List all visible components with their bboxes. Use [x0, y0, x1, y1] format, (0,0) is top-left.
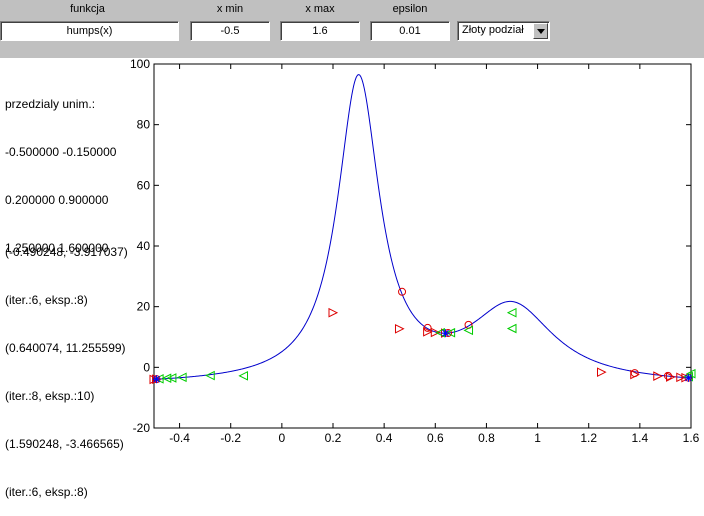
- xmax-label: x max: [305, 3, 335, 15]
- interval-line: -0.500000 -0.150000: [5, 145, 117, 159]
- xmin-input[interactable]: -0.5: [190, 21, 270, 41]
- y-tick-label: 40: [137, 239, 151, 253]
- method-select-value: Złoty podział: [462, 24, 524, 36]
- point-triangle-left-marker: [238, 371, 248, 381]
- result-line: (0.640074, 11.255599): [5, 341, 126, 355]
- point-triangle-right-marker: [430, 327, 441, 338]
- point-triangle-left-marker: [445, 327, 456, 338]
- x-tick-label: 0.2: [325, 431, 342, 445]
- x-tick-label: 0.8: [478, 431, 495, 445]
- x-tick-label: 0.6: [427, 431, 444, 445]
- toolbar: funkcja x min x max epsilon humps(x) -0.…: [0, 0, 704, 58]
- point-triangle-right-marker: [676, 372, 686, 383]
- interval-line: 1.250000 1.600000: [5, 241, 109, 255]
- result-line: (iter.:8, eksp.:10): [5, 389, 95, 403]
- point-triangle-right-marker: [328, 307, 339, 318]
- x-tick-label: 1.4: [632, 431, 649, 445]
- point-triangle-left-marker: [177, 372, 187, 383]
- point-triangle-right-marker: [653, 371, 663, 381]
- point-triangle-right-marker: [423, 327, 433, 337]
- xmin-label: x min: [216, 3, 244, 15]
- point-triangle-left-marker: [506, 307, 517, 318]
- plot-frame: [153, 63, 692, 429]
- method-select[interactable]: Złoty podział: [457, 21, 550, 41]
- x-tick-label: 1.6: [683, 431, 700, 445]
- epsilon-input[interactable]: 0.01: [370, 21, 450, 41]
- point-asterisk-marker: [684, 373, 693, 382]
- point-triangle-left-marker: [166, 373, 177, 383]
- point-triangle-left-marker: [506, 323, 517, 334]
- y-tick-label: 0: [143, 360, 150, 374]
- point-circle-marker: [398, 287, 407, 296]
- y-tick-label: -20: [133, 421, 151, 435]
- x-tick-label: 0.4: [376, 431, 393, 445]
- humps-curve: [153, 74, 692, 380]
- point-triangle-right-marker: [630, 369, 640, 380]
- y-tick-label: 20: [137, 300, 151, 314]
- point-triangle-left-marker: [161, 373, 172, 384]
- x-tick-label: -0.4: [169, 431, 190, 445]
- point-triangle-left-marker: [205, 370, 215, 381]
- point-asterisk-marker: [152, 375, 161, 384]
- result-line: (-0.490248, -3.917037): [5, 245, 128, 259]
- result-line: (1.590248, -3.466565): [5, 437, 124, 451]
- point-triangle-left-marker: [463, 325, 474, 336]
- y-tick-label: 80: [137, 118, 151, 132]
- epsilon-label: epsilon: [392, 3, 428, 15]
- x-tick-label: 0: [279, 431, 286, 445]
- point-triangle-right-marker: [394, 324, 405, 334]
- funkcja-label: funkcja: [70, 3, 105, 15]
- y-tick-label: 100: [130, 57, 150, 71]
- intervals-panel: przedzialy unim.: -0.500000 -0.150000 0.…: [5, 64, 116, 272]
- x-tick-label: 1: [534, 431, 541, 445]
- xmax-input[interactable]: 1.6: [280, 21, 360, 41]
- x-tick-label: -0.2: [220, 431, 241, 445]
- result-line: (iter.:6, eksp.:8): [5, 485, 88, 499]
- point-asterisk-marker: [441, 329, 450, 338]
- x-tick-label: 1.2: [580, 431, 597, 445]
- interval-line: 0.200000 0.900000: [5, 193, 109, 207]
- y-tick-label: 60: [137, 178, 151, 192]
- result-line: (iter.:6, eksp.:8): [5, 293, 88, 307]
- plot: -0.4 -0.2 0 0.2 0.4 0.6 0.8 1 1.2 1.4 1.6 -20 0 20 40 6…: [130, 57, 700, 445]
- chevron-down-icon: [536, 28, 545, 34]
- intervals-title: przedzialy unim.:: [5, 97, 96, 111]
- dropdown-button[interactable]: [533, 23, 548, 39]
- funkcja-input[interactable]: humps(x): [0, 21, 179, 41]
- point-triangle-right-marker: [666, 372, 676, 382]
- point-triangle-right-marker: [597, 367, 607, 377]
